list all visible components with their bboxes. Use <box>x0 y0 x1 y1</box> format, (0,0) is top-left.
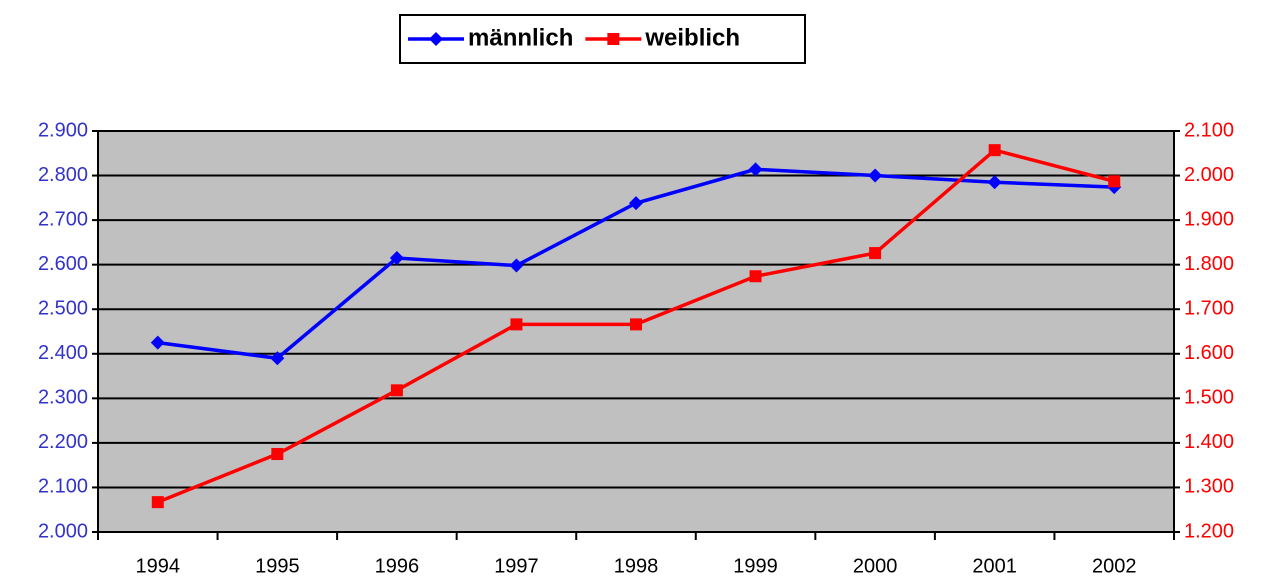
y-tick-label: 2.200 <box>38 431 88 453</box>
y2-tick-label: 2.000 <box>1184 164 1234 186</box>
point <box>270 351 285 366</box>
y2-tick-label: 1.200 <box>1184 520 1234 542</box>
x-tick-label: 2002 <box>1092 555 1137 577</box>
y2-tick-label: 2.100 <box>1184 119 1234 141</box>
point <box>1108 175 1121 188</box>
x-tick-label: 1999 <box>733 555 778 577</box>
point <box>869 247 882 260</box>
point <box>629 196 643 211</box>
point <box>150 335 165 350</box>
y2-tick-label: 1.500 <box>1184 387 1234 409</box>
x-tick-label: 1996 <box>375 555 420 577</box>
y-tick-label: 2.900 <box>38 119 88 141</box>
point <box>390 384 403 397</box>
plot-area <box>97 130 1175 533</box>
y-tick-label: 2.500 <box>38 298 88 320</box>
point <box>748 162 763 177</box>
point <box>271 448 284 461</box>
x-tick-label: 2000 <box>853 555 898 577</box>
y2-tick-label: 1.400 <box>1184 431 1234 453</box>
y2-tick-label: 1.900 <box>1184 208 1234 230</box>
y2-tick-label: 1.700 <box>1184 298 1234 320</box>
point <box>630 318 642 331</box>
legend-label: männlich <box>468 24 573 51</box>
legend-label: weiblich <box>644 24 740 51</box>
x-tick-label: 1998 <box>614 555 659 577</box>
y-tick-label: 2.800 <box>38 164 88 186</box>
legend-marker <box>607 33 620 45</box>
legend-marker <box>429 32 443 46</box>
y-tick-label: 2.600 <box>38 253 88 275</box>
point <box>389 250 404 265</box>
point <box>987 175 1002 190</box>
x-tick-label: 2001 <box>972 555 1017 577</box>
point <box>988 144 1001 157</box>
y2-tick-label: 1.600 <box>1184 342 1234 364</box>
y-tick-label: 2.000 <box>38 520 88 542</box>
y-tick-label: 2.300 <box>38 387 88 409</box>
x-tick-label: 1997 <box>494 555 539 577</box>
point <box>509 258 524 273</box>
y-tick-label: 2.100 <box>38 476 88 498</box>
point <box>749 270 762 283</box>
point <box>510 318 523 331</box>
x-tick-label: 1994 <box>136 555 181 577</box>
y-tick-label: 2.400 <box>38 342 88 364</box>
point <box>868 168 883 183</box>
y2-tick-label: 1.300 <box>1184 476 1234 498</box>
y-tick-label: 2.700 <box>38 208 88 230</box>
x-tick-label: 1995 <box>255 555 300 577</box>
point <box>151 496 164 509</box>
y2-tick-label: 1.800 <box>1184 253 1234 275</box>
